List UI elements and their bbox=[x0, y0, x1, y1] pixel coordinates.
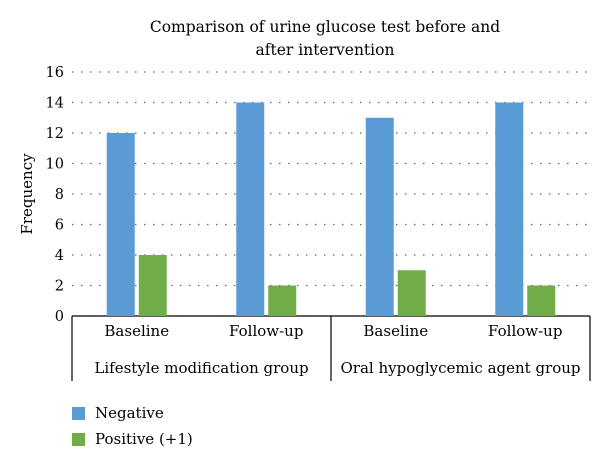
group-label: Lifestyle modification group bbox=[94, 359, 308, 377]
legend-label-negative: Negative bbox=[95, 404, 164, 422]
group-label: Oral hypoglycemic agent group bbox=[340, 359, 580, 377]
bar-positive bbox=[268, 285, 297, 316]
bar-negative bbox=[106, 133, 135, 316]
bar-negative bbox=[495, 102, 524, 316]
bar-positive bbox=[527, 285, 556, 316]
y-tick-label: 0 bbox=[55, 309, 64, 325]
x-tick-label: Follow-up bbox=[488, 322, 562, 340]
legend-item-negative: Negative bbox=[72, 404, 164, 422]
bar-negative bbox=[365, 117, 394, 316]
x-tick-label: Baseline bbox=[363, 322, 428, 340]
x-tick-label: Baseline bbox=[104, 322, 169, 340]
y-tick-label: 6 bbox=[55, 218, 64, 234]
y-tick-label: 4 bbox=[55, 248, 64, 264]
legend-label-positive: Positive (+1) bbox=[95, 430, 193, 448]
legend-item-positive: Positive (+1) bbox=[72, 430, 193, 448]
bar-positive bbox=[397, 270, 426, 316]
y-axis-label: Frequency bbox=[18, 153, 36, 235]
y-tick-label: 8 bbox=[55, 187, 64, 203]
y-tick-label: 10 bbox=[46, 157, 64, 173]
y-tick-label: 16 bbox=[46, 65, 64, 81]
y-tick-label: 14 bbox=[46, 96, 64, 112]
bar-negative bbox=[236, 102, 265, 316]
bar-positive bbox=[138, 255, 167, 316]
chart-title: Comparison of urine glucose test before … bbox=[149, 18, 501, 59]
legend-swatch-negative bbox=[72, 406, 85, 420]
y-tick-label: 2 bbox=[55, 279, 64, 295]
legend-swatch-positive bbox=[72, 432, 85, 446]
x-tick-label: Follow-up bbox=[229, 322, 303, 340]
y-tick-label: 12 bbox=[46, 126, 64, 142]
